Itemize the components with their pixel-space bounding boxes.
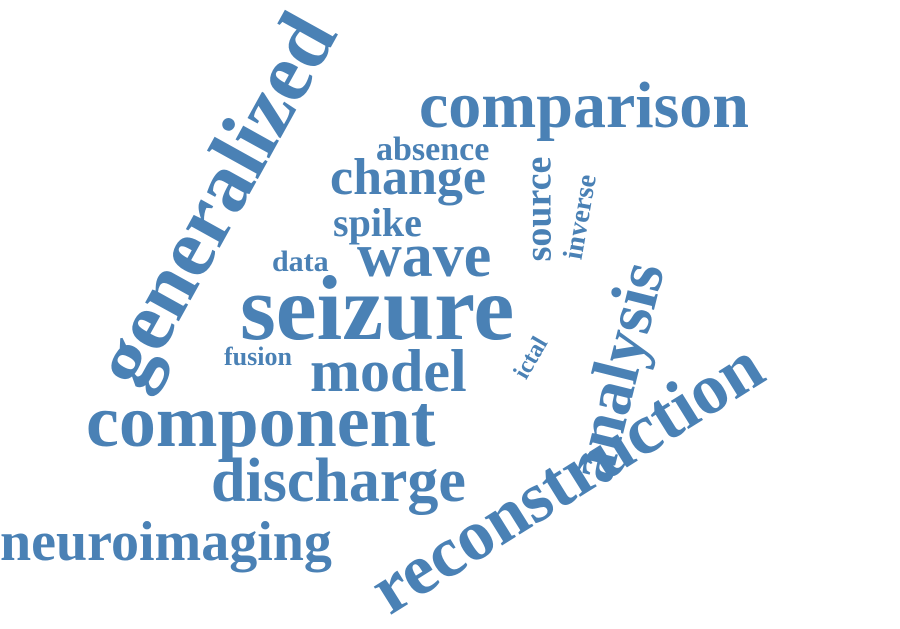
word-data: data: [272, 245, 329, 278]
word-discharge: discharge: [211, 447, 466, 515]
word-source: source: [517, 156, 560, 262]
word-seizure: seizure: [240, 257, 515, 359]
word-spike: spike: [333, 200, 422, 245]
word-absence: absence: [376, 131, 490, 168]
word-model: model: [310, 338, 467, 404]
word-fusion: fusion: [224, 342, 292, 371]
word-ictal: ictal: [508, 332, 554, 384]
word-comparison: comparison: [419, 69, 749, 142]
word-wave: wave: [357, 222, 492, 290]
word-component: component: [86, 381, 436, 463]
word-change: change: [330, 149, 486, 206]
word-neuroimaging: neuroimaging: [0, 511, 332, 573]
word-inverse: inverse: [557, 172, 603, 262]
